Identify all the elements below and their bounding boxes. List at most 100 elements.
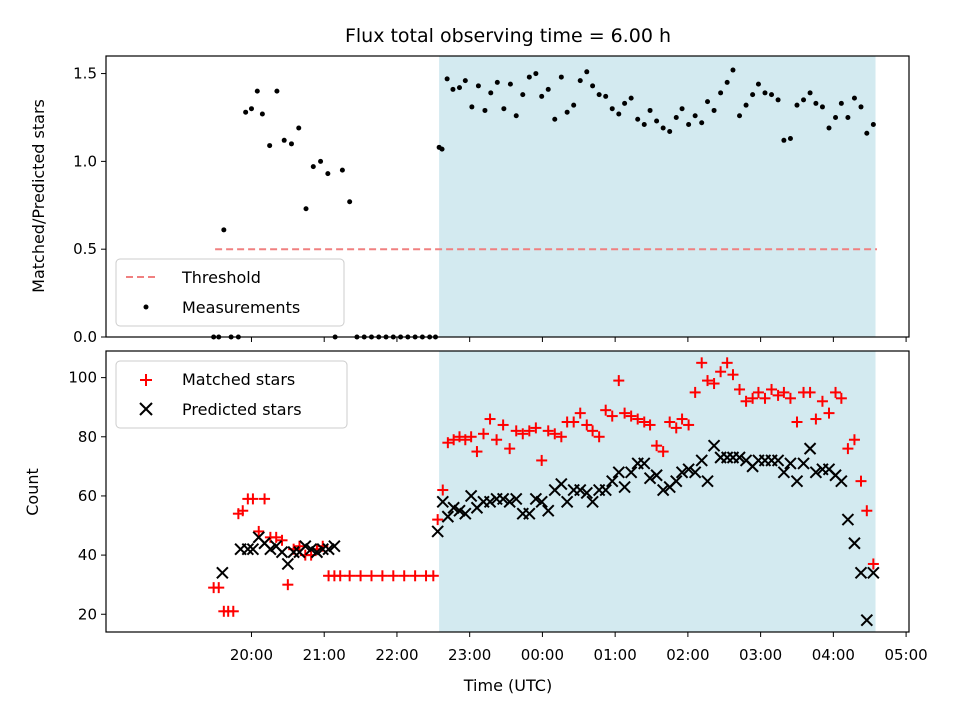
measurement-point [743, 102, 749, 108]
measurement-point [254, 88, 260, 94]
measurement-point [628, 95, 634, 101]
matched-star-point [491, 434, 503, 446]
measurement-point [564, 109, 570, 115]
measurement-point [552, 116, 558, 122]
measurement-point [310, 164, 316, 170]
matched-star-point [568, 416, 580, 428]
predicted-star-point [523, 507, 536, 520]
measurement-point [596, 92, 602, 98]
bottom-y-tick-label: 20 [78, 605, 97, 623]
matched-star-point [644, 419, 656, 431]
matched-star-point [453, 431, 465, 443]
measurements-legend-swatch [143, 304, 149, 310]
matched-star-point [861, 505, 873, 517]
matched-star-point [334, 570, 346, 582]
predicted-star-point [264, 542, 277, 556]
matched-star-point [253, 525, 265, 537]
bottom-y-tick-label: 40 [78, 546, 97, 564]
measurement-point [794, 102, 800, 108]
measurement-point [654, 118, 660, 124]
predicted-star-point [459, 507, 472, 520]
matched-star-point [437, 484, 449, 496]
measurement-point [296, 125, 302, 131]
measurement-point [494, 79, 500, 85]
x-tick-label: 20:00 [230, 646, 273, 664]
predicted-star-point [688, 466, 702, 479]
matched-star-point [398, 570, 410, 582]
predicted-star-point [848, 537, 861, 550]
predicted-star-point [701, 474, 714, 488]
measurement-point [711, 107, 717, 113]
measurement-point [845, 114, 851, 120]
measurement-point [838, 100, 844, 106]
predicted-star-point [777, 466, 791, 479]
predicted-star-point [574, 483, 587, 497]
matched-star-point [734, 383, 746, 395]
matched-star-point [867, 558, 879, 570]
x-tick-label: 23:00 [448, 646, 491, 664]
measurement-point [813, 100, 819, 106]
matched-star-point [810, 413, 822, 425]
x-tick-label: 02:00 [666, 646, 709, 664]
matched-star-point [708, 378, 720, 390]
measurement-point [281, 137, 287, 143]
matched-star-point [365, 570, 377, 582]
predicted-star-point [695, 454, 708, 467]
measurement-point [641, 121, 647, 127]
matched-star-point [542, 425, 554, 437]
predicted-star-point [246, 542, 260, 556]
predicted-star-point [624, 466, 638, 479]
matched-star-point [247, 493, 259, 505]
x-tick-label: 04:00 [812, 646, 855, 664]
bottom-y-axis-label: Count [23, 468, 42, 516]
measurement-point [520, 92, 526, 98]
measurement-point [705, 99, 711, 105]
measurement-point [462, 78, 468, 84]
bottom-axes-frame [105, 350, 910, 633]
predicted-star-point [299, 540, 312, 553]
legend-label-measurements: Measurements [182, 298, 300, 317]
predicted-star-point [586, 495, 599, 509]
top-y-tick-label: 0.0 [73, 328, 97, 346]
matched-star-point [625, 410, 637, 422]
matched-star-point [752, 386, 764, 398]
measurement-point [851, 95, 857, 101]
predicted-star-point [464, 489, 478, 503]
matched-star-point [442, 437, 454, 449]
predicted-star-point [441, 510, 455, 523]
bottom-legend-box [115, 360, 348, 429]
measurement-point [325, 171, 331, 177]
top-observing-window-shade [439, 56, 876, 337]
chart-title: Flux total observing time = 6.00 h [345, 25, 671, 47]
matched-star-point [830, 386, 842, 398]
matched-star-point [727, 369, 739, 381]
matched-star-point [676, 413, 688, 425]
matched-star-point [638, 416, 650, 428]
bottom-y-tick-label: 60 [78, 487, 97, 505]
matched-star-point [772, 389, 784, 401]
matched-star-point [276, 534, 288, 546]
matched-star-point [759, 392, 771, 404]
predicted-star-point [784, 457, 797, 470]
measurement-point [679, 106, 685, 112]
measurement-point [750, 92, 756, 98]
top-y-tick-label: 1.5 [73, 65, 97, 83]
matched-star-point [721, 357, 733, 369]
predicted-star-point [436, 495, 449, 509]
matched-star-point [600, 404, 612, 416]
predicted-star-point [656, 483, 670, 497]
predicted-star-point [275, 545, 289, 559]
legend-label-threshold: Threshold [181, 268, 261, 287]
matched-star-point [670, 422, 682, 434]
measurement-point [686, 121, 692, 127]
matched-star-point [855, 475, 867, 487]
predicted-star-point [650, 469, 663, 482]
predicted-star-point [682, 463, 695, 476]
predicted-star-point [841, 513, 855, 526]
matched-star-point [657, 446, 669, 458]
measurement-point [673, 114, 679, 120]
predicted-star-point [483, 495, 497, 509]
measurement-point [616, 111, 622, 117]
matched-star-point [689, 386, 701, 398]
